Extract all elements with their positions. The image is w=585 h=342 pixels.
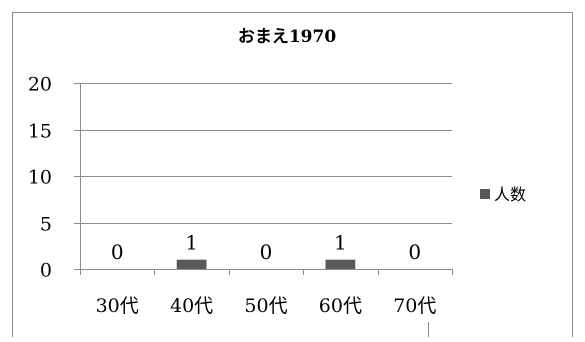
y-tick-label: 20 (28, 74, 52, 96)
y-tick-label: 5 (40, 214, 52, 236)
axes (74, 83, 453, 275)
y-tick-label: 10 (28, 167, 52, 189)
bars (176, 259, 356, 269)
legend-swatch (480, 189, 490, 199)
legend: 人数 (480, 185, 526, 204)
bar (325, 259, 356, 269)
data-label: 0 (260, 240, 273, 264)
chart-border (12, 12, 573, 337)
chart-title: おまえ1970 (238, 27, 336, 47)
data-label: 1 (334, 231, 347, 255)
x-tick-label: 30代 (96, 295, 139, 317)
y-tick-label: 0 (40, 260, 52, 282)
legend-label: 人数 (494, 185, 526, 204)
y-tick-label: 15 (28, 121, 52, 143)
x-tick-label: 60代 (319, 295, 362, 317)
bar (176, 259, 207, 269)
data-label: 0 (111, 240, 124, 264)
data-labels: 0 1 0 1 0 (111, 231, 421, 264)
x-tick-label: 40代 (170, 295, 213, 317)
gridlines (80, 83, 452, 224)
x-tick-label: 70代 (393, 295, 436, 317)
data-label: 1 (185, 231, 198, 255)
x-tick-label: 50代 (244, 295, 287, 317)
data-label: 0 (408, 240, 421, 264)
